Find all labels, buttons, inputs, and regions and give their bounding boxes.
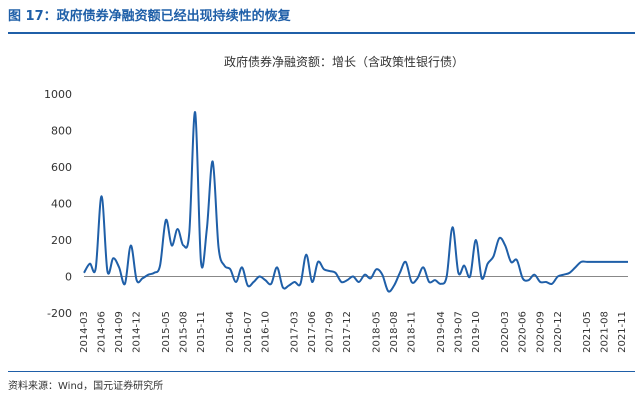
x-tick-label: 2015-05 bbox=[161, 311, 172, 353]
x-tick-label: 2018-08 bbox=[389, 311, 400, 353]
x-tick-label: 2021-05 bbox=[582, 311, 593, 353]
x-tick-label: 2016-04 bbox=[225, 311, 236, 353]
y-tick-label: 0 bbox=[65, 271, 72, 284]
x-tick-label: 2018-11 bbox=[407, 311, 418, 353]
chart-title: 政府债券净融资额：增长（含政策性银行债） bbox=[224, 54, 464, 69]
x-tick-label: 2015-08 bbox=[178, 311, 189, 353]
x-tick-label: 2020-12 bbox=[553, 311, 564, 353]
x-axis: 2014-03 2014-06 2014-09 2014-12 2015-05 2015-… bbox=[79, 276, 628, 353]
series-line bbox=[83, 111, 629, 293]
y-tick-label: 400 bbox=[51, 198, 72, 211]
x-tick-label: 2018-05 bbox=[371, 311, 382, 353]
y-tick-label: 200 bbox=[51, 234, 72, 247]
y-tick-label: 800 bbox=[51, 125, 72, 138]
x-tick-label: 2015-11 bbox=[196, 311, 207, 353]
x-tick-label: 2020-09 bbox=[535, 311, 546, 353]
x-tick-label: 2014-03 bbox=[79, 311, 90, 353]
x-tick-label: 2019-07 bbox=[453, 311, 464, 353]
source-note: 资料来源：Wind，国元证券研究所 bbox=[8, 381, 164, 392]
x-tick-label: 2017-06 bbox=[307, 311, 318, 353]
x-tick-label: 2021-11 bbox=[617, 311, 628, 353]
x-tick-label: 2016-07 bbox=[243, 311, 254, 353]
x-tick-label: 2019-04 bbox=[436, 311, 447, 353]
y-tick-label: 600 bbox=[51, 161, 72, 174]
figure-title: 图 17：政府债券净融资额已经出现持续性的恢复 bbox=[8, 9, 291, 24]
line-chart: 政府债券净融资额：增长（含政策性银行债） -200 0 200 400 600 800 10… bbox=[44, 54, 629, 353]
y-tick-label: 1000 bbox=[44, 88, 72, 101]
x-tick-label: 2016-10 bbox=[260, 311, 271, 353]
x-tick-label: 2017-03 bbox=[290, 311, 301, 353]
x-tick-label: 2021-08 bbox=[600, 311, 611, 353]
x-tick-label: 2019-10 bbox=[471, 311, 482, 353]
series-group bbox=[83, 111, 629, 293]
title-divider bbox=[8, 32, 635, 34]
x-tick-label: 2017-12 bbox=[342, 311, 353, 353]
x-tick-label: 2014-06 bbox=[97, 311, 108, 353]
x-tick-label: 2014-12 bbox=[132, 311, 143, 353]
x-tick-label: 2020-03 bbox=[500, 311, 511, 353]
footer-divider bbox=[8, 371, 635, 372]
x-tick-label: 2014-09 bbox=[114, 311, 125, 353]
y-tick-label: -200 bbox=[47, 307, 72, 320]
y-axis: -200 0 200 400 600 800 1000 bbox=[44, 88, 72, 320]
x-tick-label: 2017-09 bbox=[325, 311, 336, 353]
x-tick-label: 2020-06 bbox=[518, 311, 529, 353]
